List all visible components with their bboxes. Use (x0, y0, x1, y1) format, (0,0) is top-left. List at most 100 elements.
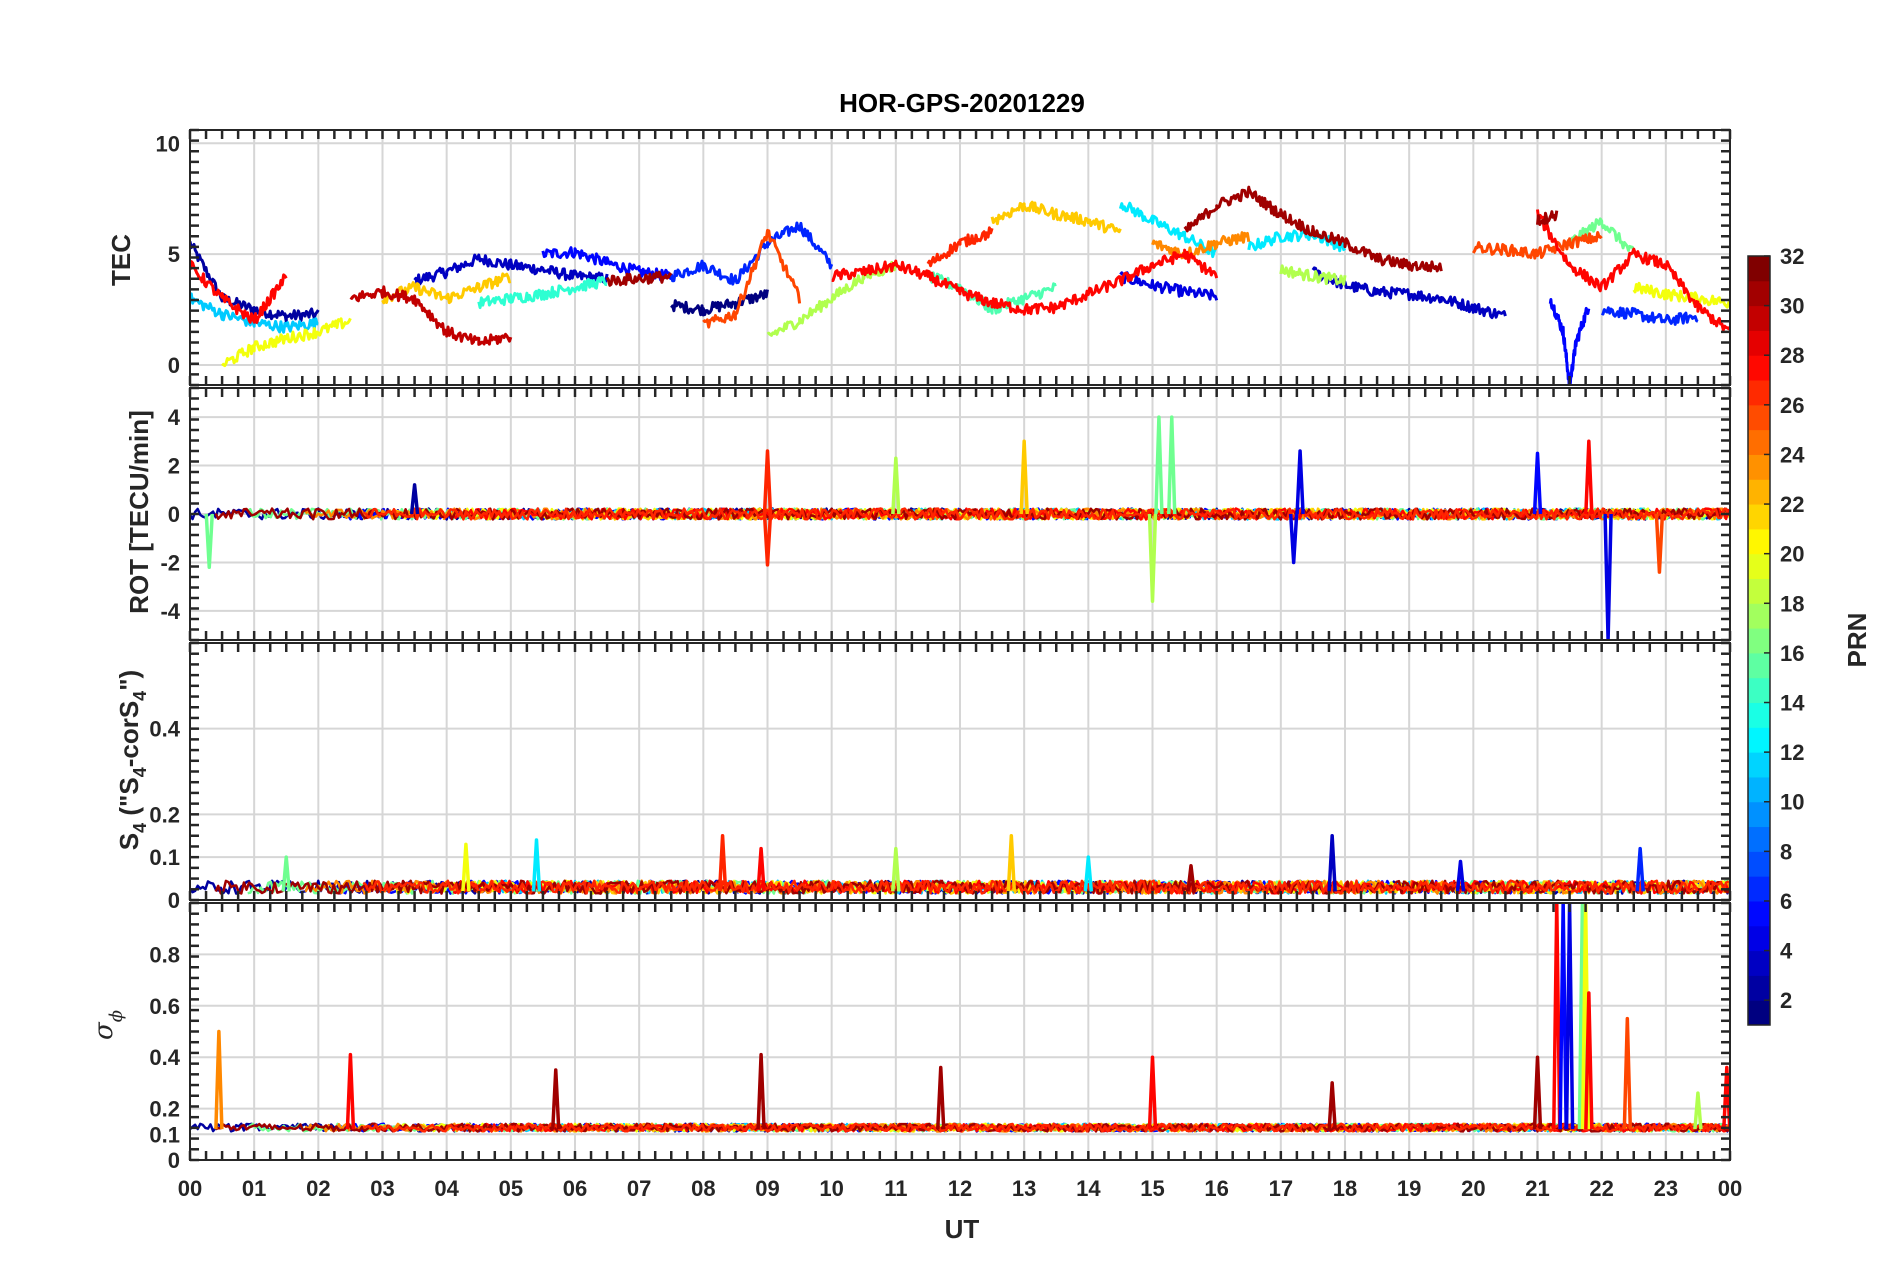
x-tick-label: 00 (1718, 1176, 1742, 1201)
tec-series-prn-26 (702, 228, 802, 329)
sigma-spike-prn-28 (1584, 991, 1594, 1130)
colorbar-segment (1748, 528, 1770, 555)
colorbar-segment (1748, 429, 1770, 455)
colorbar-segment (1748, 702, 1770, 728)
tec-ytick-label: 10 (156, 131, 180, 156)
tec-minor-ticks (188, 128, 1732, 387)
colorbar-frame (1747, 255, 1771, 1026)
x-tick-label: 15 (1140, 1176, 1164, 1201)
sigma-spike-prn-28 (1147, 1055, 1158, 1130)
colorbar-segment (1748, 355, 1770, 381)
colorbar-segment (1748, 776, 1770, 803)
rot-ytick-label: 4 (168, 405, 181, 430)
colorbar-tick-label: 6 (1780, 889, 1792, 914)
colorbar-segment (1748, 330, 1770, 356)
sigma-spike-prn-26 (1622, 1016, 1633, 1130)
x-tick-label: 04 (434, 1176, 459, 1201)
tec-data (190, 185, 1730, 385)
tec-series-prn-5 (541, 246, 673, 282)
tec-y-label: TEC (106, 234, 136, 286)
colorbar-segment (1748, 553, 1770, 579)
tec-series-prn-4 (1119, 271, 1219, 301)
tec-series-prn-28 (1536, 209, 1730, 332)
x-tick-label: 02 (306, 1176, 330, 1201)
tec-series-prn-15 (926, 270, 1057, 315)
tec-series-prn-5 (1548, 298, 1591, 385)
colorbar-tick-label: 22 (1780, 492, 1804, 517)
tec-series-prn-31 (605, 270, 673, 287)
tec-series-prn-18 (1279, 264, 1347, 286)
colorbar-segment (1748, 851, 1770, 877)
rot-series-prn-27 (362, 507, 1730, 521)
sigma-ytick-label: 0.1 (149, 1122, 180, 1147)
colorbar-tick-label: 14 (1780, 691, 1805, 716)
x-tick-label: 16 (1204, 1176, 1228, 1201)
x-tick-label: 21 (1525, 1176, 1549, 1201)
sigma-spike-prn-4 (1564, 903, 1575, 1130)
s4-spike-prn-6 (1635, 846, 1645, 892)
sigma-ytick-label: 0.8 (149, 942, 180, 967)
rot-spike-prn-28 (1584, 439, 1594, 515)
s4-series-prn-27 (362, 879, 1730, 895)
sigma-spike-prn-24 (214, 1029, 224, 1130)
x-tick-label: 13 (1012, 1176, 1036, 1201)
sigma-ytick-label: 0 (168, 1148, 180, 1173)
sigma-minor-ticks (188, 901, 1732, 1162)
colorbar-tick-label: 30 (1780, 294, 1804, 319)
tec-series-prn-26 (1472, 231, 1603, 260)
tec-series-prn-3 (413, 253, 609, 287)
s4-spike-prn-31 (1186, 863, 1196, 892)
panel-rot: -4 -2 0 2 4 (160, 386, 1732, 642)
tec-ytick-label: 5 (168, 242, 180, 267)
x-tick-label: 07 (627, 1176, 651, 1201)
tec-series-prn-31 (1536, 210, 1559, 226)
chart-title: HOR-GPS-20201229 (839, 88, 1085, 118)
rot-spike-prn-2 (409, 483, 420, 515)
tec-series-prn-22 (990, 200, 1122, 234)
sigma-grid (190, 903, 1730, 1160)
x-tick-label: 23 (1654, 1176, 1678, 1201)
colorbar-segment (1748, 950, 1770, 976)
colorbar-tick-label: 12 (1780, 740, 1804, 765)
colorbar-tick-label: 8 (1780, 839, 1792, 864)
colorbar-segment (1748, 404, 1770, 431)
tec-series-prn-12 (1247, 228, 1347, 253)
x-tick-label: 01 (242, 1176, 266, 1201)
rot-ytick-label: -4 (160, 599, 180, 624)
sigma-spike-prn-5 (1558, 903, 1568, 1130)
rot-spike-prn-4 (1288, 513, 1299, 565)
colorbar-tick-label: 28 (1780, 343, 1804, 368)
tec-series-prn-18 (766, 260, 898, 337)
colorbar-segment (1748, 628, 1770, 654)
colorbar-segment (1748, 305, 1770, 331)
rot-spike-prn-18 (1147, 513, 1158, 603)
colorbar-segment (1748, 752, 1770, 778)
s4-spike-prn-3 (1327, 834, 1337, 892)
rot-data (190, 415, 1730, 640)
s4-ytick-label: 0.2 (149, 802, 180, 827)
tec-series-prn-11 (190, 292, 319, 334)
colorbar-tick-label: 24 (1780, 442, 1805, 467)
tec-series-prn-28 (831, 248, 1219, 316)
x-tick-label: 10 (819, 1176, 843, 1201)
colorbar-label: PRN (1842, 613, 1872, 668)
panel-sigma: 00.10.2 0.4 0.6 0.8 (149, 901, 1732, 1173)
colorbar-segment (1748, 975, 1770, 1001)
rot-spike-prn-16 (204, 513, 214, 570)
colorbar-tick-label: 4 (1780, 939, 1793, 964)
colorbar-segment (1748, 727, 1770, 753)
colorbar-segment (1748, 677, 1770, 704)
s4-ytick-label: 0.1 (149, 845, 180, 870)
panel-s4: 0 0.1 0.2 0.4 (149, 641, 1732, 913)
tec-ytick-label: 0 (168, 353, 180, 378)
colorbar-segment (1748, 578, 1770, 604)
s4-spike-prn-27 (717, 834, 728, 892)
s4-spike-prn-4 (1455, 859, 1466, 892)
x-tick-label: 06 (563, 1176, 587, 1201)
colorbar-segment (1748, 900, 1770, 927)
rot-spike-prn-22 (1019, 439, 1029, 515)
sigma-spike-prn-31 (551, 1068, 561, 1130)
tec-series-prn-14 (477, 276, 608, 310)
